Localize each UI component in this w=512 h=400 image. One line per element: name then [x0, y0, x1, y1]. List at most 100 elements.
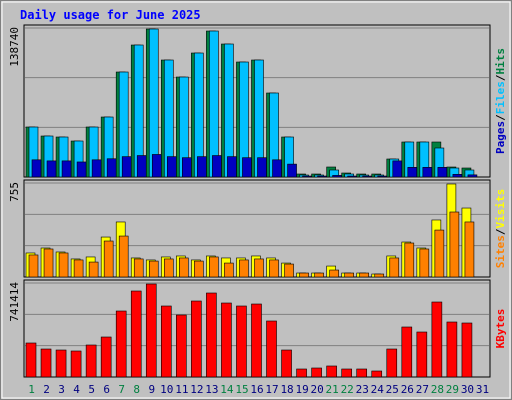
x-tick-label: 16 — [250, 383, 263, 396]
bar — [269, 259, 279, 278]
x-tick-label: 11 — [175, 383, 188, 396]
bar — [287, 163, 297, 178]
bar — [121, 156, 132, 178]
legend-separator: / — [494, 228, 507, 235]
bar — [182, 157, 192, 178]
bar — [299, 272, 309, 278]
bar — [224, 262, 234, 278]
y-max-label: 741414 — [8, 282, 21, 322]
bar — [160, 305, 172, 378]
bar — [88, 261, 99, 278]
x-tick-label: 3 — [58, 383, 65, 396]
bar — [302, 175, 312, 178]
bar — [58, 252, 69, 278]
legend-entry: Pages — [494, 121, 507, 154]
bar — [55, 349, 67, 378]
x-tick-label: 2 — [43, 383, 50, 396]
bar — [179, 257, 189, 278]
x-tick-label: 6 — [103, 383, 110, 396]
x-tick-label: 7 — [118, 383, 125, 396]
legend-separator: / — [494, 114, 507, 121]
bar — [347, 175, 357, 178]
legend: KBytes — [494, 309, 507, 349]
bar — [401, 326, 413, 378]
bar — [206, 292, 217, 378]
bar — [236, 305, 247, 378]
chart-title: Daily usage for June 2025 — [20, 8, 201, 22]
bar — [227, 156, 237, 178]
bar — [359, 272, 370, 278]
bar — [266, 320, 277, 378]
x-tick-label: 4 — [73, 383, 80, 396]
x-tick-label: 26 — [401, 383, 414, 396]
x-tick-label: 18 — [280, 383, 293, 396]
bar — [416, 331, 428, 378]
bar — [70, 350, 82, 378]
legend-entry: Files — [494, 81, 507, 114]
x-tick-label: 1 — [28, 383, 35, 396]
bar — [85, 344, 97, 378]
bar — [422, 167, 433, 178]
x-tick-label: 5 — [88, 383, 95, 396]
bar — [209, 30, 219, 178]
x-tick-label: 29 — [446, 383, 459, 396]
bar — [404, 242, 415, 278]
bar — [389, 257, 400, 278]
x-tick-label: 22 — [341, 383, 354, 396]
bar — [166, 156, 177, 178]
bar — [371, 370, 383, 378]
bar — [251, 303, 262, 378]
bar — [407, 167, 418, 178]
legend-separator: / — [494, 74, 507, 81]
bar — [43, 248, 54, 278]
x-tick-label: 28 — [431, 383, 444, 396]
bar — [209, 256, 219, 278]
bar — [103, 240, 114, 278]
bar — [332, 175, 342, 178]
bar — [464, 221, 475, 278]
bar — [281, 349, 292, 378]
bar — [449, 211, 460, 278]
bar — [314, 272, 324, 278]
legend-entry: Sites — [494, 235, 507, 268]
bar — [28, 254, 39, 278]
y-max-label: 138740 — [8, 27, 21, 67]
bar — [311, 367, 322, 378]
bar — [467, 174, 478, 178]
x-tick-label: 24 — [371, 383, 385, 396]
bar — [242, 157, 252, 178]
bar — [212, 155, 222, 178]
bar — [326, 365, 337, 378]
bar — [446, 321, 458, 378]
bar — [272, 159, 282, 178]
bar — [329, 269, 339, 278]
x-tick-label: 25 — [386, 383, 399, 396]
x-tick-label: 10 — [160, 383, 173, 396]
x-tick-label: 31 — [476, 383, 489, 396]
x-tick-label: 12 — [190, 383, 203, 396]
bar — [31, 159, 42, 178]
bar — [151, 154, 162, 178]
bar — [25, 342, 37, 378]
x-tick-label: 14 — [220, 383, 234, 396]
x-tick-label: 21 — [326, 383, 339, 396]
bar — [118, 235, 129, 278]
bar — [296, 368, 307, 378]
bar — [257, 157, 267, 178]
bar — [40, 348, 52, 378]
bar — [362, 175, 373, 178]
bar — [434, 229, 445, 278]
bar — [356, 368, 368, 378]
bar — [115, 310, 127, 378]
bar — [461, 322, 473, 378]
bar — [392, 160, 403, 178]
bar — [437, 167, 448, 178]
x-tick-label: 23 — [356, 383, 369, 396]
bar — [73, 259, 84, 278]
x-tick-label: 9 — [148, 383, 155, 396]
bar — [130, 290, 142, 378]
legend: Pages/Files/Hits — [494, 48, 507, 154]
bar — [61, 160, 72, 178]
